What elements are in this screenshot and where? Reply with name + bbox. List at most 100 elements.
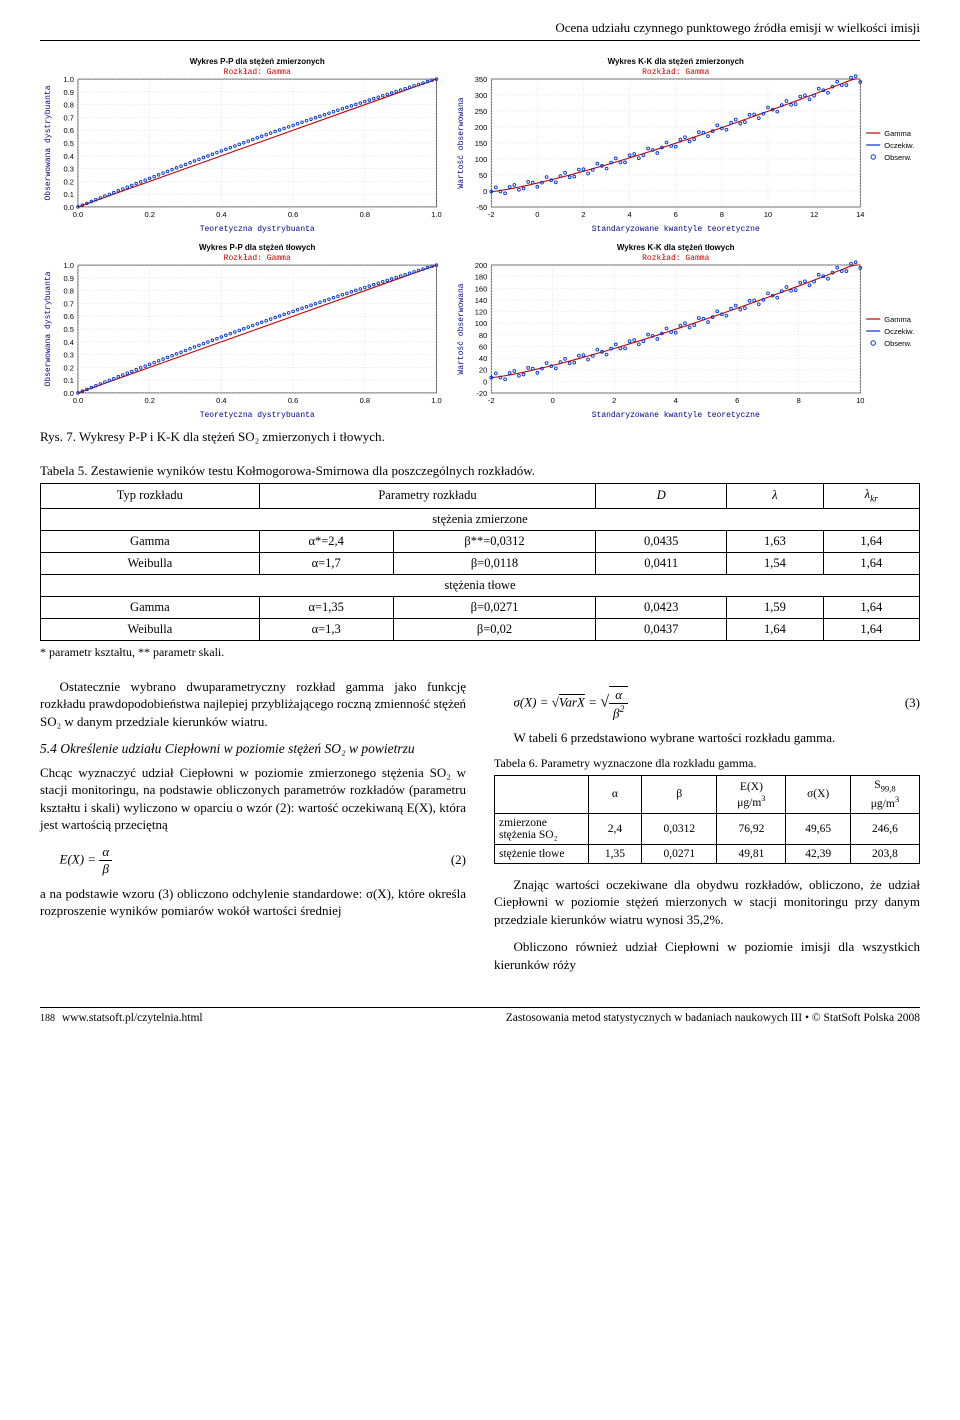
svg-text:2: 2 [612, 396, 616, 405]
svg-text:0.9: 0.9 [64, 274, 74, 283]
svg-text:0.6: 0.6 [288, 396, 298, 405]
svg-text:0.4: 0.4 [64, 152, 74, 161]
svg-text:Wykres K-K dla stężeń tłowych: Wykres K-K dla stężeń tłowych [616, 243, 734, 252]
svg-text:0.8: 0.8 [360, 210, 370, 219]
svg-text:2: 2 [581, 210, 585, 219]
left-column: Ostatecznie wybrano dwuparametryczny roz… [40, 678, 466, 984]
svg-text:6: 6 [673, 210, 677, 219]
chart-pp-measured: 0.00.20.40.60.81.00.00.10.20.30.40.50.60… [40, 55, 447, 235]
page-header: Ocena udziału czynnego punktowego źródła… [40, 20, 920, 41]
svg-text:100: 100 [474, 319, 487, 328]
svg-text:Gamma: Gamma [884, 129, 912, 138]
right-p1: W tabeli 6 przedstawiono wybrane wartośc… [494, 729, 920, 747]
svg-text:0.1: 0.1 [64, 190, 74, 199]
table-row: stężenie tłowe 1,350,0271 49,8142,39203,… [495, 844, 920, 863]
svg-text:Wykres K-K dla stężeń zmierzon: Wykres K-K dla stężeń zmierzonych [607, 57, 743, 66]
svg-text:8: 8 [719, 210, 723, 219]
svg-text:0.4: 0.4 [216, 396, 226, 405]
svg-text:1.0: 1.0 [431, 396, 441, 405]
left-p3: a na podstawie wzoru (3) obliczono odchy… [40, 885, 466, 920]
svg-text:60: 60 [478, 342, 486, 351]
svg-text:Obserwowana dystrybuanta: Obserwowana dystrybuanta [44, 271, 53, 386]
svg-text:350: 350 [474, 75, 487, 84]
svg-text:Oczekiw.: Oczekiw. [884, 327, 914, 336]
table-row: Gammaα*=2,4β**=0,0312 0,04351,631,64 [41, 530, 920, 552]
svg-text:0.3: 0.3 [64, 165, 74, 174]
table-row: zmierzone stężenia SO₂ 2,40,0312 76,9249… [495, 813, 920, 844]
svg-text:250: 250 [474, 107, 487, 116]
equation-2-formula: E(X) = α β [60, 844, 113, 877]
svg-text:0: 0 [483, 377, 487, 386]
svg-text:80: 80 [478, 331, 486, 340]
svg-text:Obserw.: Obserw. [884, 153, 912, 162]
svg-text:-50: -50 [476, 203, 487, 212]
page-footer: 188 www.statsoft.pl/czytelnia.html Zasto… [40, 1007, 920, 1024]
svg-text:0.0: 0.0 [64, 203, 74, 212]
svg-text:Rozkład: Gamma: Rozkład: Gamma [642, 254, 709, 263]
table5-section2: stężenia tłowe [41, 574, 920, 596]
svg-text:14: 14 [856, 210, 864, 219]
footer-right: Zastosowania metod statystycznych w bada… [506, 1012, 920, 1024]
table5-footnote: * parametr kształtu, ** parametr skali. [40, 645, 920, 660]
svg-text:0.7: 0.7 [64, 299, 74, 308]
chart-kk-background: -20246810-20020406080100120140160180200W… [453, 241, 920, 421]
table-row: Weibullaα=1,7β=0,0118 0,04111,541,64 [41, 552, 920, 574]
svg-text:0.5: 0.5 [64, 325, 74, 334]
svg-text:0.6: 0.6 [64, 126, 74, 135]
equation-2: E(X) = α β (2) [60, 844, 467, 877]
svg-text:10: 10 [763, 210, 771, 219]
right-p3: Obliczono również udział Ciepłowni w poz… [494, 938, 920, 973]
svg-text:12: 12 [809, 210, 817, 219]
svg-text:-20: -20 [476, 389, 487, 398]
svg-text:140: 140 [474, 296, 487, 305]
body-columns: Ostatecznie wybrano dwuparametryczny roz… [40, 678, 920, 984]
equation-3: σ(X) = √VarX = √ α β2 (3) [514, 686, 921, 721]
svg-text:0.0: 0.0 [64, 389, 74, 398]
svg-text:0.2: 0.2 [64, 363, 74, 372]
svg-text:10: 10 [856, 396, 864, 405]
svg-text:1.0: 1.0 [64, 261, 74, 270]
svg-text:0.2: 0.2 [144, 210, 154, 219]
svg-text:0.8: 0.8 [360, 396, 370, 405]
svg-text:0: 0 [535, 210, 539, 219]
svg-text:200: 200 [474, 123, 487, 132]
svg-text:Wykres P-P dla stężeń zmierzon: Wykres P-P dla stężeń zmierzonych [190, 57, 325, 66]
chart-pp-background: 0.00.20.40.60.81.00.00.10.20.30.40.50.60… [40, 241, 447, 421]
svg-text:0.0: 0.0 [73, 210, 83, 219]
svg-text:Oczekiw.: Oczekiw. [884, 141, 914, 150]
table6: α β E(X)μg/m3 σ(X) S99,8μg/m3 zmierzone … [494, 775, 920, 863]
svg-text:0: 0 [550, 396, 554, 405]
section-5-4-heading: 5.4 Określenie udziału Ciepłowni w pozio… [40, 740, 466, 758]
table5-h3: D [596, 484, 727, 509]
svg-text:0.9: 0.9 [64, 88, 74, 97]
svg-text:120: 120 [474, 308, 487, 317]
right-column: σ(X) = √VarX = √ α β2 (3) W tabeli 6 prz… [494, 678, 920, 984]
svg-text:0.0: 0.0 [73, 396, 83, 405]
svg-text:Teoretyczna dystrybuanta: Teoretyczna dystrybuanta [200, 411, 315, 420]
table5-h5: λkr [823, 484, 919, 509]
chart-kk-measured: -202468101214-50050100150200250300350Wyk… [453, 55, 920, 235]
svg-text:Wartość obserwowana: Wartość obserwowana [457, 97, 466, 188]
svg-text:Standaryzowane kwantyle teoret: Standaryzowane kwantyle teoretyczne [591, 411, 759, 420]
svg-text:0.1: 0.1 [64, 376, 74, 385]
table-row: Gammaα=1,35β=0,0271 0,04231,591,64 [41, 596, 920, 618]
svg-text:40: 40 [478, 354, 486, 363]
svg-text:180: 180 [474, 273, 487, 282]
table5-section1: stężenia zmierzone [41, 508, 920, 530]
svg-text:1.0: 1.0 [64, 75, 74, 84]
right-p2: Znając wartości oczekiwane dla obydwu ro… [494, 876, 920, 929]
table5-caption: Tabela 5. Zestawienie wyników testu Kołm… [40, 463, 920, 479]
svg-text:Rozkład: Gamma: Rozkład: Gamma [224, 254, 291, 263]
svg-text:200: 200 [474, 261, 487, 270]
svg-text:0.8: 0.8 [64, 287, 74, 296]
svg-text:160: 160 [474, 284, 487, 293]
table-row: Weibullaα=1,3β=0,02 0,04371,641,64 [41, 618, 920, 640]
svg-text:0.5: 0.5 [64, 139, 74, 148]
svg-text:100: 100 [474, 155, 487, 164]
svg-text:Obserwowana dystrybuanta: Obserwowana dystrybuanta [44, 85, 53, 200]
svg-text:4: 4 [627, 210, 631, 219]
table6-caption: Tabela 6. Parametry wyznaczone dla rozkł… [494, 756, 920, 771]
equation-2-number: (2) [451, 852, 466, 868]
svg-text:Wartość obserwowana: Wartość obserwowana [457, 283, 466, 374]
svg-text:Wykres P-P dla stężeń tłowych: Wykres P-P dla stężeń tłowych [199, 243, 316, 252]
